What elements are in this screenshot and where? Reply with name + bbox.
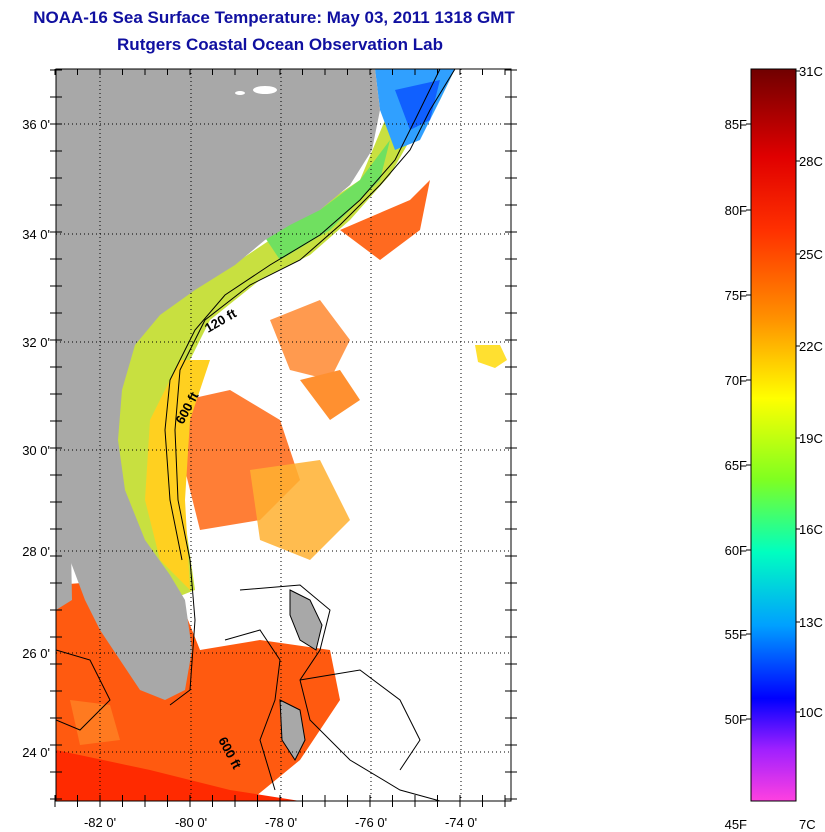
lat-tick-label: 32 0'	[22, 335, 50, 350]
colorbar-label-c: 16C	[799, 522, 823, 537]
map-frame	[55, 68, 512, 802]
colorbar-label-f: 45F	[725, 817, 747, 832]
colorbar-label-f: 65F	[725, 458, 747, 473]
colorbar-label-f: 80F	[725, 203, 747, 218]
colorbar-label-c: 22C	[799, 339, 823, 354]
colorbar-label-f: 85F	[725, 117, 747, 132]
colorbar-label-f: 60F	[725, 543, 747, 558]
lat-tick-label: 28 0'	[22, 544, 50, 559]
colorbar-label-c: 7C	[799, 817, 816, 832]
bathymetry-contours	[56, 69, 456, 801]
lon-tick-label: -80 0'	[175, 815, 207, 830]
colorbar-label-c: 10C	[799, 705, 823, 720]
land-mass	[56, 69, 380, 700]
colorbar-label-f: 50F	[725, 712, 747, 727]
colorbar-ticks	[746, 70, 800, 720]
colorbar-fahrenheit-labels: 85F 80F 75F 70F 65F 60F 55F 50F 45F	[725, 117, 747, 832]
map-subtitle: Rutgers Coastal Ocean Observation Lab	[117, 35, 443, 54]
axis-ticks	[50, 69, 517, 807]
colorbar-label-f: 70F	[725, 373, 747, 388]
colorbar-label-c: 13C	[799, 615, 823, 630]
colorbar-celsius-labels: 31C 28C 25C 22C 19C 16C 13C 10C 7C	[799, 64, 823, 832]
lat-tick-label: 30 0'	[22, 443, 50, 458]
lon-tick-label: -78 0'	[265, 815, 297, 830]
colorbar-label-c: 25C	[799, 247, 823, 262]
lon-tick-labels: -82 0' -80 0' -78 0' -76 0' -74 0'	[84, 815, 477, 830]
lon-tick-label: -76 0'	[355, 815, 387, 830]
map-title: NOAA-16 Sea Surface Temperature: May 03,…	[33, 8, 515, 27]
lon-tick-label: -82 0'	[84, 815, 116, 830]
lat-tick-label: 24 0'	[22, 745, 50, 760]
colorbar-label-c: 31C	[799, 64, 823, 79]
lat-tick-labels: 36 0' 34 0' 32 0' 30 0' 28 0' 26 0' 24 0'	[22, 117, 50, 760]
lon-tick-label: -74 0'	[445, 815, 477, 830]
lat-tick-label: 34 0'	[22, 227, 50, 242]
colorbar-label-c: 19C	[799, 431, 823, 446]
map-content	[56, 69, 507, 801]
lat-tick-label: 36 0'	[22, 117, 50, 132]
colorbar	[750, 68, 797, 802]
lat-tick-label: 26 0'	[22, 646, 50, 661]
colorbar-label-c: 28C	[799, 154, 823, 169]
colorbar-label-f: 55F	[725, 627, 747, 642]
colorbar-label-f: 75F	[725, 288, 747, 303]
